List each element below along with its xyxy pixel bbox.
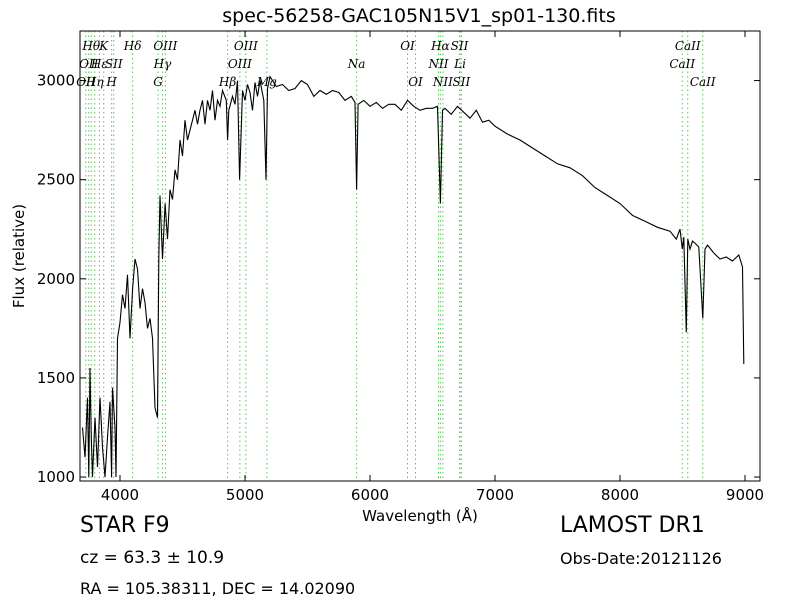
- line-label-5: K: [98, 39, 109, 53]
- y-tick-label-1500: 1500: [37, 369, 75, 387]
- axis-ticks: 4000 5000 6000 7000 8000 9000 1000 1500 2000 2500…: [37, 31, 764, 504]
- line-label-16: Na: [347, 57, 366, 71]
- line-label-1: OII: [79, 57, 99, 71]
- line-label-23: SII: [453, 75, 471, 89]
- obs-date-label: Obs-Date:20121126: [560, 549, 722, 568]
- chart-title: spec-56258-GAC105N15V1_sp01-130.fits: [222, 5, 616, 27]
- survey-name-label: LAMOST DR1: [560, 513, 705, 538]
- line-label-10: Hγ: [153, 57, 172, 71]
- line-label-3: Hη: [85, 75, 104, 89]
- line-label-22: SII: [451, 39, 469, 53]
- object-class-label: STAR F9: [80, 513, 170, 538]
- line-label-8: Hδ: [123, 39, 142, 53]
- x-tick-label-6000: 6000: [351, 486, 389, 504]
- line-label-2: Hθ: [81, 39, 100, 53]
- y-tick-label-3000: 3000: [37, 72, 75, 90]
- x-tick-label-9000: 9000: [726, 486, 764, 504]
- line-label-13: OIII: [228, 57, 252, 71]
- line-label-12: Hβ: [218, 75, 236, 89]
- line-label-0: OII: [76, 75, 96, 89]
- line-label-6: H: [105, 75, 117, 89]
- line-label-26: CaII: [675, 39, 701, 53]
- line-label-18: OI: [408, 75, 423, 89]
- y-tick-label-2000: 2000: [37, 270, 75, 288]
- y-axis-label: Flux (relative): [10, 204, 28, 308]
- spectral-line-labels: OIIOIIHθHηHεKHSIIHδGHγOIIIHβOIIIOIIIMgNa…: [76, 39, 716, 89]
- x-tick-label-5000: 5000: [226, 486, 264, 504]
- x-tick-label-8000: 8000: [601, 486, 639, 504]
- x-tick-label-4000: 4000: [101, 486, 139, 504]
- line-label-19: NII: [428, 57, 449, 71]
- line-label-9: G: [153, 75, 163, 89]
- line-label-20: Hα: [430, 39, 450, 53]
- plot-frame: [79, 30, 761, 482]
- x-axis-label: Wavelength (Å): [362, 506, 478, 525]
- x-tick-label-7000: 7000: [476, 486, 514, 504]
- line-label-11: OIII: [153, 39, 177, 53]
- line-label-27: CaII: [690, 75, 716, 89]
- spectral-line-markers: [85, 31, 704, 481]
- spectrum-series-line: [81, 75, 745, 478]
- line-label-21: NII: [432, 75, 453, 89]
- line-label-4: Hε: [90, 57, 108, 71]
- line-label-25: CaII: [669, 57, 695, 71]
- y-tick-label-2500: 2500: [37, 171, 75, 189]
- line-label-14: OIII: [234, 39, 258, 53]
- y-tick-label-1000: 1000: [37, 468, 75, 486]
- coordinates-label: RA = 105.38311, DEC = 14.02090: [80, 579, 356, 598]
- redshift-label: cz = 63.3 ± 10.9: [80, 548, 225, 568]
- line-label-24: Li: [453, 57, 466, 71]
- line-label-17: OI: [400, 39, 415, 53]
- line-label-7: SII: [105, 57, 123, 71]
